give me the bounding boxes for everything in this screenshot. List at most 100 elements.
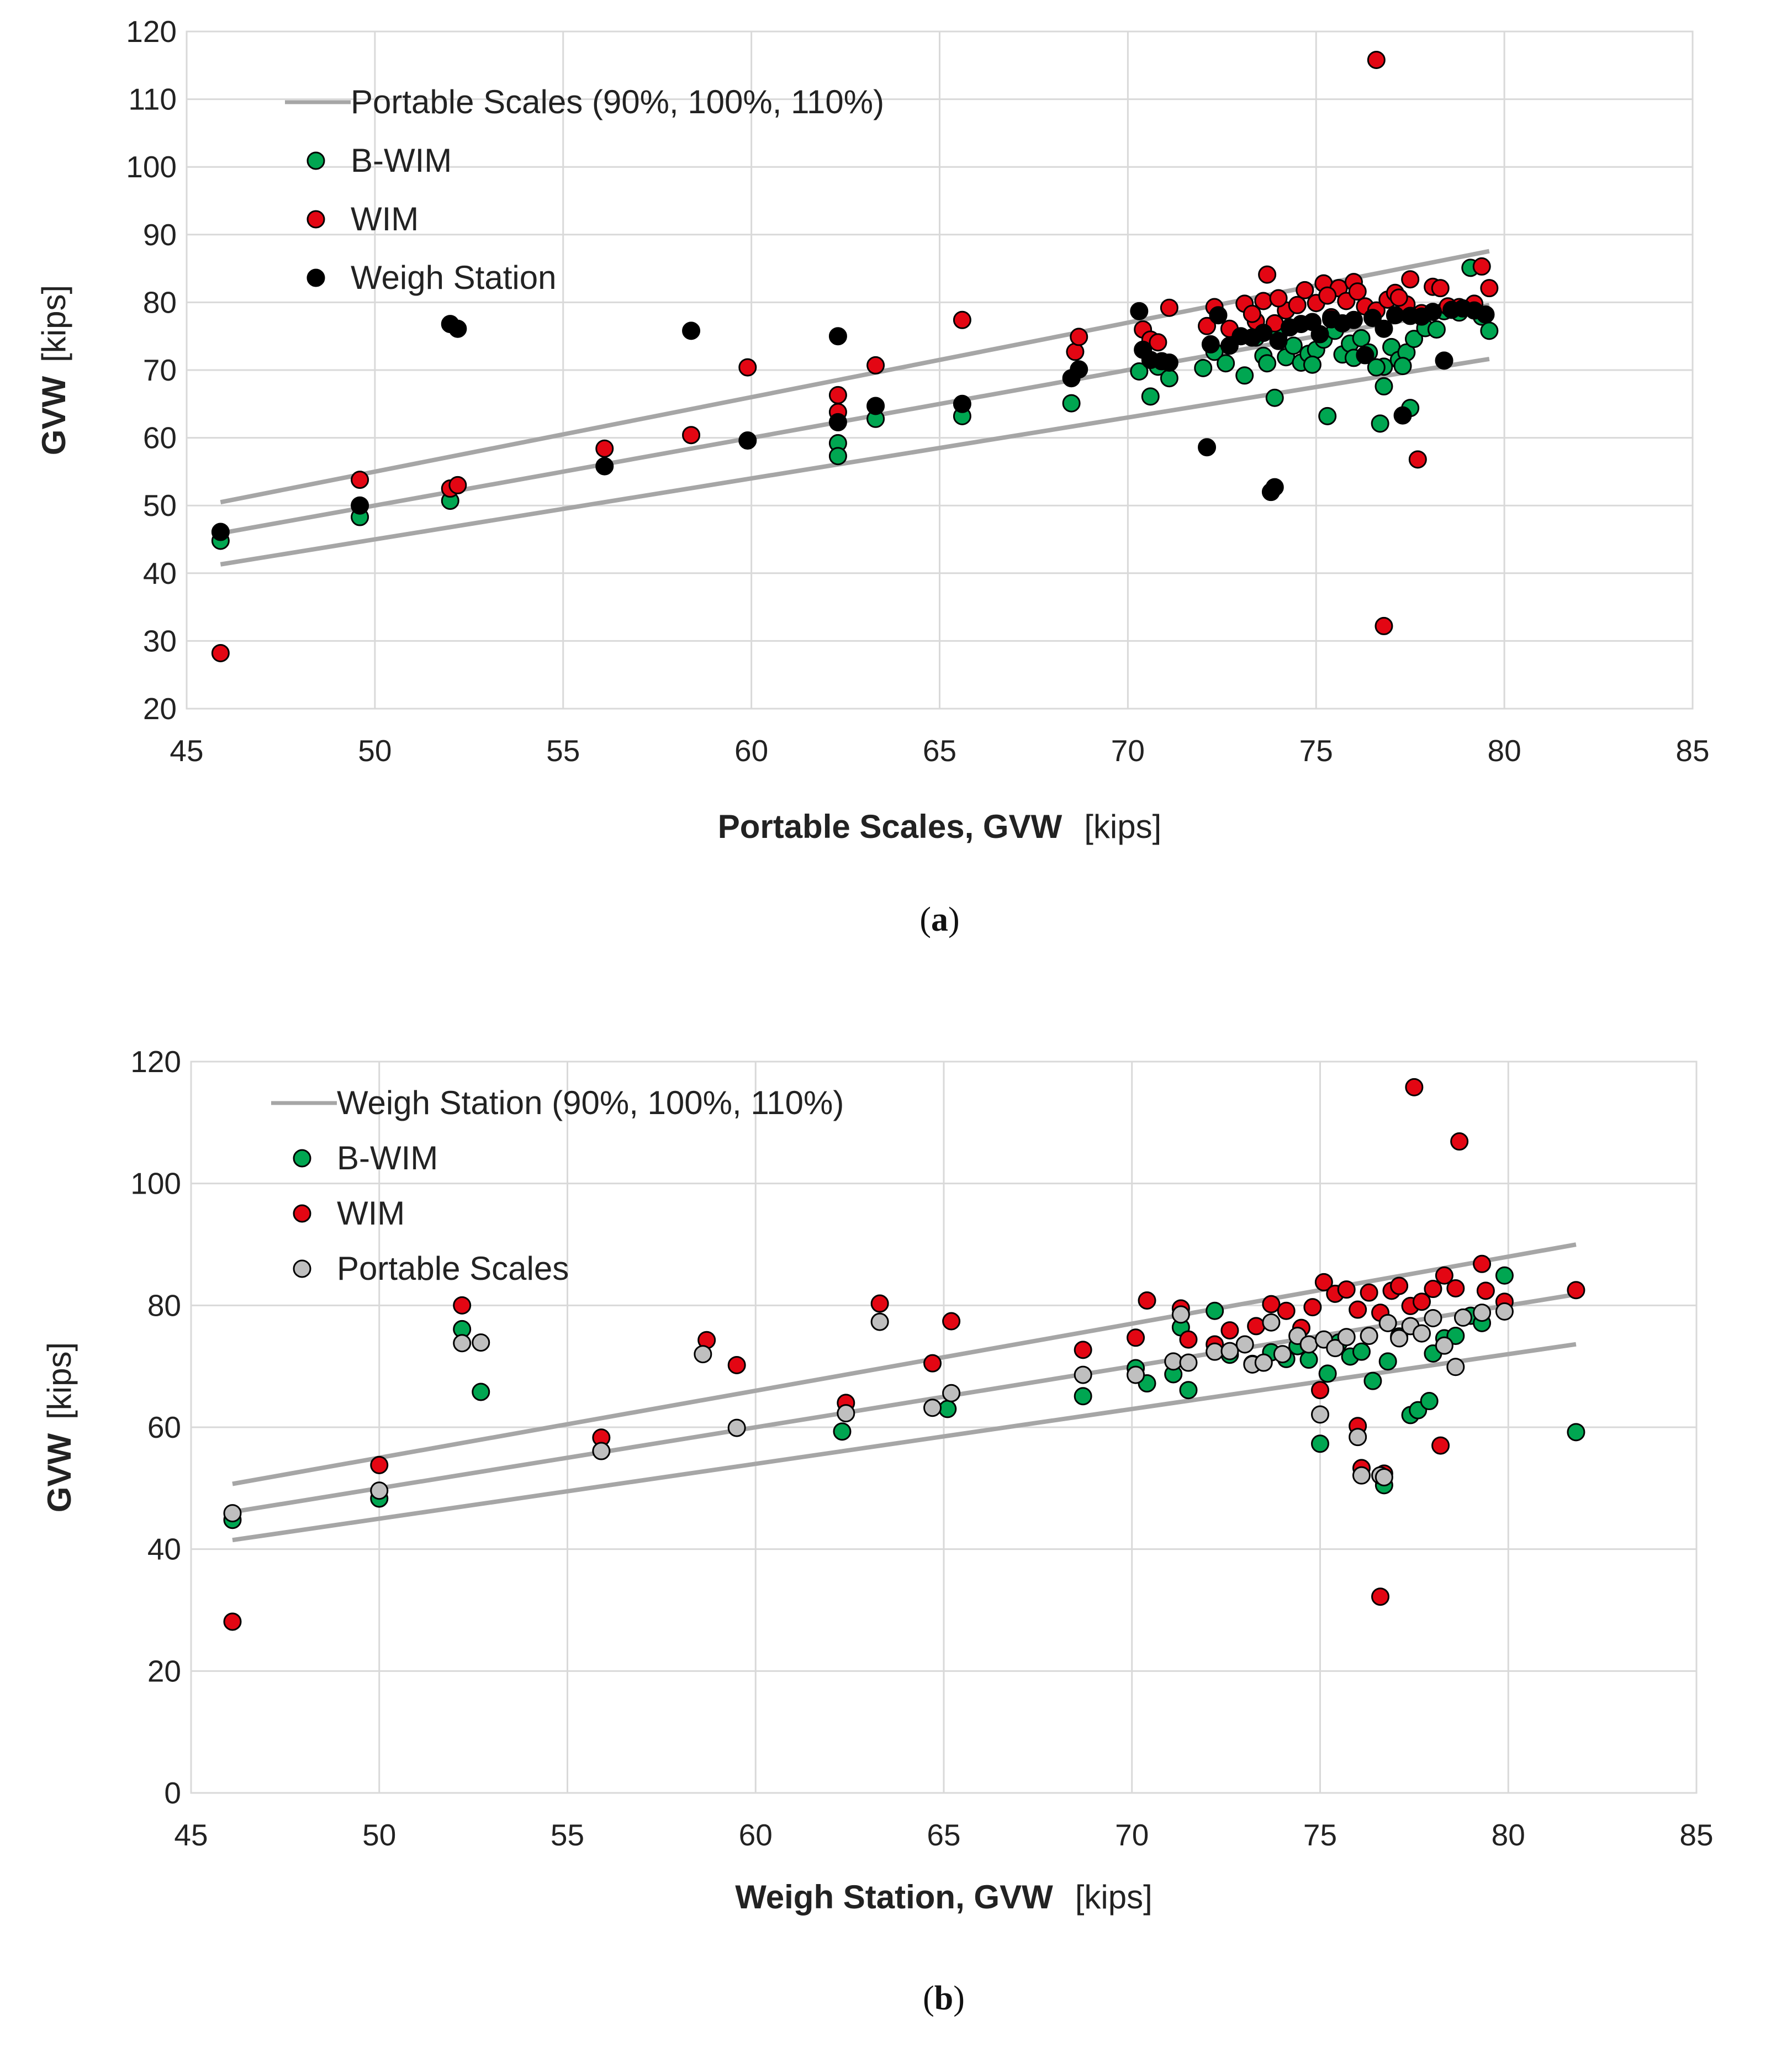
x-axis-title: Portable Scales, GVW [kips] — [718, 808, 1162, 845]
plot-frame — [190, 1061, 1698, 1794]
data-point — [1254, 324, 1273, 342]
data-point — [1375, 319, 1393, 338]
legend-label: Portable Scales (90%, 100%, 110%) — [351, 83, 884, 120]
reference-line-90 — [232, 1342, 1577, 1543]
data-point — [211, 643, 230, 662]
data-point — [1074, 1341, 1092, 1359]
x-tick-label: 80 — [1488, 734, 1521, 768]
data-point — [1352, 1342, 1371, 1361]
data-point — [1284, 336, 1303, 355]
data-point — [1160, 354, 1178, 372]
data-point — [1070, 360, 1088, 379]
data-point — [1179, 1330, 1198, 1349]
data-point — [1243, 304, 1261, 323]
data-point — [1265, 478, 1284, 497]
x-tick-label: 85 — [1679, 1818, 1713, 1852]
data-point — [1480, 279, 1499, 298]
data-point — [1288, 296, 1307, 314]
data-point — [1435, 1336, 1453, 1355]
data-point — [1314, 1273, 1333, 1291]
x-tick-label: 75 — [1299, 734, 1333, 768]
data-point — [592, 1442, 611, 1460]
data-point — [1567, 1281, 1585, 1300]
data-point — [1360, 1327, 1378, 1345]
legend-label: Weigh Station — [351, 259, 556, 296]
y-tick-label: 90 — [143, 218, 177, 252]
y-tick-label: 20 — [147, 1654, 181, 1688]
data-point — [1138, 1291, 1156, 1310]
legend: Portable Scales (90%, 100%, 110%) B-WIM WI… — [285, 83, 884, 296]
data-point — [1435, 351, 1453, 370]
data-point — [448, 476, 467, 494]
data-point — [682, 321, 701, 340]
data-point — [1356, 346, 1375, 365]
data-point — [1311, 1405, 1329, 1424]
data-point — [833, 1422, 852, 1441]
y-tick-label: 50 — [143, 488, 177, 523]
data-point — [1427, 320, 1446, 339]
data-point — [1337, 1280, 1356, 1299]
data-point — [1198, 438, 1217, 457]
data-point — [351, 496, 369, 515]
data-point — [1405, 330, 1424, 349]
data-point — [727, 1418, 746, 1437]
data-point — [1273, 1345, 1292, 1364]
y-tick-label: 100 — [126, 150, 177, 184]
y-tick-label: 120 — [126, 14, 177, 49]
data-point — [1424, 1280, 1442, 1299]
data-point — [1375, 1468, 1393, 1486]
caption-letter: a — [931, 901, 948, 938]
y-tick-label: 60 — [143, 421, 177, 455]
x-tick-label: 70 — [1111, 734, 1145, 768]
data-point — [1405, 1078, 1424, 1096]
data-point — [472, 1333, 490, 1352]
x-tick-label: 50 — [358, 734, 392, 768]
data-point — [1179, 1353, 1198, 1372]
x-tick-label: 55 — [546, 734, 580, 768]
data-point — [682, 426, 701, 445]
y-axis-unit: [kips] — [41, 1342, 78, 1420]
plot-frame — [186, 30, 1694, 710]
data-point — [223, 1612, 242, 1631]
data-point — [953, 310, 971, 329]
data-point — [1363, 1371, 1382, 1390]
data-point — [1424, 303, 1442, 321]
legend: Weigh Station (90%, 100%, 110%) B-WIM WIM P… — [271, 1084, 844, 1287]
data-point — [1310, 325, 1329, 344]
x-tick-label: 85 — [1675, 734, 1709, 768]
y-tick-label: 60 — [147, 1410, 181, 1444]
data-point — [1344, 310, 1363, 329]
data-point — [1130, 302, 1149, 320]
data-point — [1062, 394, 1081, 413]
data-point — [1235, 366, 1254, 385]
x-axis-title: Weigh Station, GVW [kips] — [735, 1879, 1153, 1916]
data-point — [1435, 1266, 1453, 1285]
data-point — [828, 327, 847, 346]
caption-letter: b — [934, 1980, 953, 2017]
x-tick-label: 55 — [551, 1818, 584, 1852]
data-point — [1408, 450, 1427, 469]
data-point — [1311, 1434, 1329, 1453]
data-point — [1269, 289, 1288, 308]
data-point — [1070, 328, 1088, 346]
x-tick-label: 60 — [739, 1818, 773, 1852]
data-point — [1367, 358, 1386, 377]
data-point — [1311, 1381, 1329, 1400]
data-point — [1318, 286, 1337, 305]
data-point — [1198, 316, 1217, 335]
data-point — [828, 386, 847, 404]
data-point — [1378, 1313, 1397, 1332]
x-tick-label: 45 — [174, 1818, 208, 1852]
data-point — [1164, 1352, 1183, 1371]
x-tick-label: 65 — [927, 1818, 960, 1852]
legend-marker — [306, 210, 325, 229]
data-point — [1209, 306, 1228, 325]
data-point — [1269, 331, 1288, 350]
data-point — [1413, 1324, 1431, 1343]
data-point — [1262, 1295, 1281, 1313]
data-point — [211, 523, 230, 541]
data-point — [1371, 1587, 1390, 1606]
chart-a: 20 30 40 50 60 70 80 90 100 110 120 45 50 55 60 65 70 75 8… — [35, 14, 1710, 938]
data-point — [953, 394, 971, 413]
